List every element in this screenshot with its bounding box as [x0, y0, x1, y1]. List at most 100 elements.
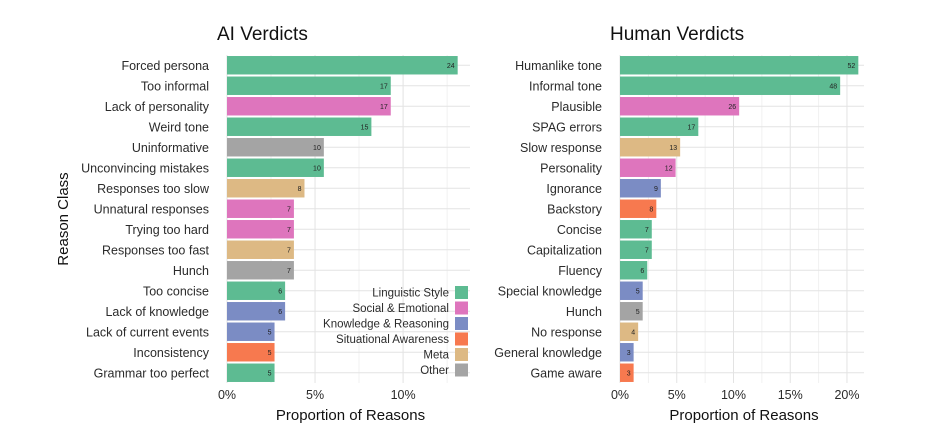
bar-fluency	[620, 261, 648, 280]
bar-count-label: 17	[380, 104, 388, 111]
bar-forced-persona	[227, 56, 458, 75]
bar-informal-tone	[620, 76, 841, 95]
category-label: Weird tone	[149, 120, 209, 134]
bar-count-label: 7	[645, 247, 649, 254]
x-tick-label: 10%	[391, 388, 416, 402]
bar-count-label: 3	[627, 350, 631, 357]
bar-responses-too-slow	[227, 179, 305, 198]
bar-unnatural-responses	[227, 199, 294, 218]
bar-count-label: 7	[287, 268, 291, 275]
bar-hunch	[620, 302, 643, 321]
category-label: Trying too hard	[125, 223, 209, 237]
category-label: Slow response	[520, 141, 602, 155]
legend-label: Knowledge & Reasoning	[323, 319, 449, 331]
legend-label: Linguistic Style	[372, 288, 449, 300]
category-label: Responses too fast	[102, 243, 210, 257]
x-tick-label: 0%	[218, 388, 236, 402]
bar-uninformative	[227, 138, 324, 157]
x-tick-label: 5%	[306, 388, 324, 402]
category-label: Grammar too perfect	[94, 366, 210, 380]
bar-count-label: 6	[640, 268, 644, 275]
bar-count-label: 6	[278, 309, 282, 316]
x-tick-label: 0%	[611, 388, 629, 402]
bar-count-label: 8	[298, 186, 302, 193]
bar-slow-response	[620, 138, 681, 157]
bar-special-knowledge	[620, 281, 643, 300]
bar-count-label: 7	[287, 227, 291, 234]
bar-spag-errors	[620, 117, 699, 136]
bar-count-label: 26	[728, 104, 736, 111]
category-label: Ignorance	[546, 182, 602, 196]
category-label: Lack of current events	[86, 325, 209, 339]
x-axis-title: Proportion of Reasons	[669, 407, 818, 424]
bar-too-concise	[227, 281, 286, 300]
bar-count-label: 5	[636, 309, 640, 316]
bar-no-response	[620, 322, 639, 341]
category-label: Capitalization	[527, 243, 602, 257]
bar-count-label: 13	[669, 145, 677, 152]
category-label: Hunch	[566, 305, 602, 319]
category-label: SPAG errors	[532, 120, 602, 134]
bar-count-label: 7	[287, 206, 291, 213]
bar-count-label: 10	[313, 145, 321, 152]
x-axis-title: Proportion of Reasons	[276, 407, 425, 424]
bar-count-label: 10	[313, 165, 321, 172]
bar-count-label: 9	[654, 186, 658, 193]
category-label: Hunch	[173, 264, 209, 278]
legend-label: Situational Awareness	[336, 334, 449, 346]
category-label: Unconvincing mistakes	[81, 161, 209, 175]
bar-count-label: 12	[665, 165, 673, 172]
legend-key	[455, 301, 468, 315]
bar-trying-too-hard	[227, 220, 294, 239]
bar-count-label: 4	[631, 329, 635, 336]
panel-title: Human Verdicts	[610, 24, 744, 45]
category-label: Special knowledge	[498, 284, 602, 298]
category-label: Lack of personality	[105, 100, 210, 114]
bar-backstory	[620, 199, 657, 218]
category-label: Too concise	[143, 284, 209, 298]
category-label: Unnatural responses	[94, 202, 209, 216]
bar-count-label: 48	[829, 83, 837, 90]
bar-count-label: 8	[649, 206, 653, 213]
category-label: Uninformative	[132, 141, 209, 155]
bar-inconsistency	[227, 343, 275, 362]
legend-key	[455, 332, 468, 346]
bar-count-label: 5	[268, 329, 272, 336]
legend-key	[455, 363, 468, 377]
bar-count-label: 17	[380, 83, 388, 90]
bar-plausible	[620, 97, 740, 116]
bar-hunch	[227, 261, 294, 280]
x-tick-label: 10%	[721, 388, 746, 402]
bar-concise	[620, 220, 652, 239]
category-label: Informal tone	[529, 79, 602, 93]
legend-key	[455, 286, 468, 299]
bar-capitalization	[620, 240, 652, 259]
category-label: Plausible	[551, 100, 602, 114]
bar-count-label: 7	[287, 247, 291, 254]
category-label: Lack of knowledge	[105, 305, 209, 319]
bar-general-knowledge	[620, 343, 634, 362]
category-label: Inconsistency	[133, 346, 209, 360]
category-label: General knowledge	[494, 346, 602, 360]
y-axis-title: Reason Class	[55, 172, 72, 265]
bar-personality	[620, 158, 676, 177]
bar-too-informal	[227, 76, 391, 95]
legend-label: Other	[420, 365, 449, 377]
bar-count-label: 3	[627, 370, 631, 377]
bar-lack-of-current-events	[227, 322, 275, 341]
bar-ignorance	[620, 179, 661, 198]
category-label: Forced persona	[121, 59, 209, 73]
legend-key	[455, 348, 468, 361]
category-label: Fluency	[558, 264, 603, 278]
bar-lack-of-knowledge	[227, 302, 286, 321]
category-label: Responses too slow	[97, 182, 210, 196]
bar-count-label: 17	[688, 124, 696, 131]
bar-humanlike-tone	[620, 56, 859, 75]
x-tick-label: 20%	[834, 388, 859, 402]
bar-count-label: 24	[447, 63, 455, 70]
category-label: No response	[531, 325, 602, 339]
bar-count-label: 6	[278, 288, 282, 295]
legend-key	[455, 317, 468, 330]
